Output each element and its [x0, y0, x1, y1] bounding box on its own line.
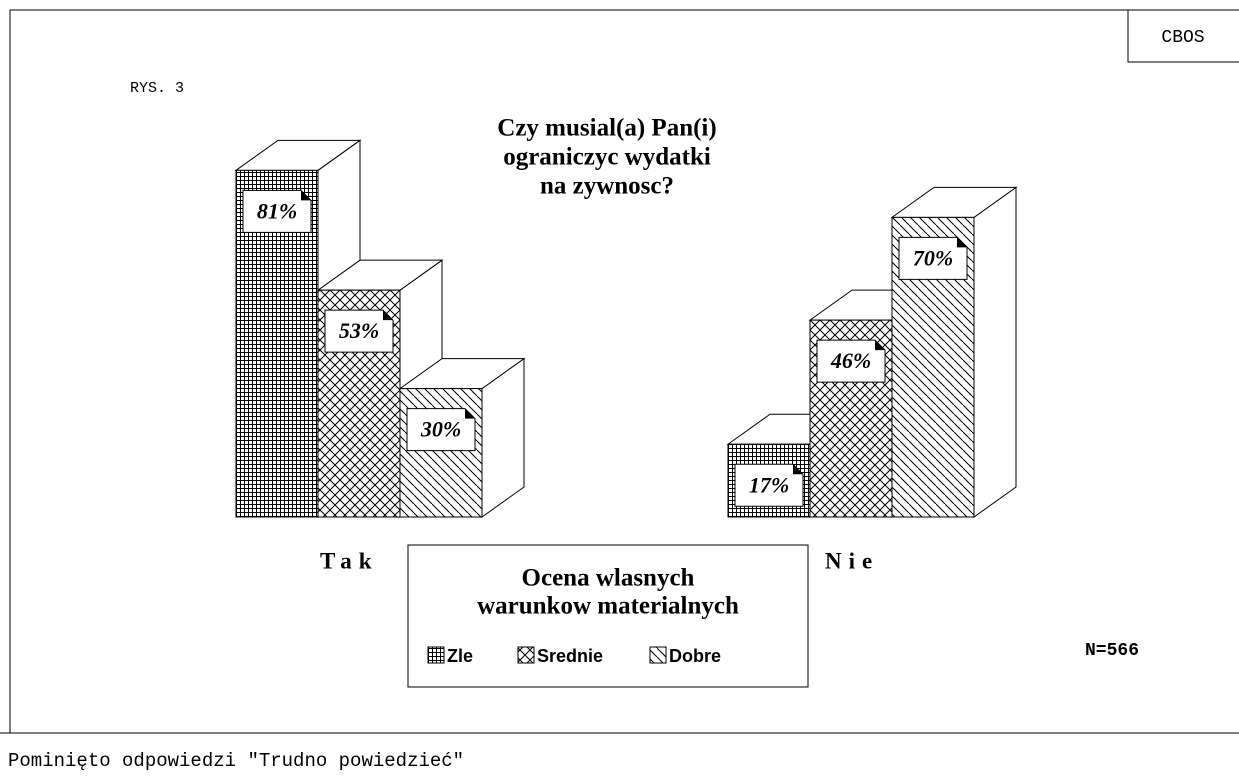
- chart-title: ograniczyc wydatki: [503, 144, 711, 171]
- value-label-corner: [465, 408, 475, 419]
- value-label: 46%: [830, 348, 871, 373]
- value-label-box: [734, 463, 804, 507]
- value-label-corner: [383, 310, 393, 321]
- chart-title: na zywnosc?: [540, 173, 674, 200]
- chart-title: Czy musial(a) Pan(i): [497, 115, 716, 142]
- value-label-box: [406, 408, 476, 452]
- legend-title: Ocena wlasnych: [522, 565, 695, 592]
- corner-box: [1127, 10, 1239, 63]
- category-label: Nie: [825, 548, 879, 573]
- value-label-box: [324, 309, 394, 353]
- value-label-box: [898, 236, 968, 280]
- legend-title: warunkow materialnych: [477, 593, 739, 620]
- bar-side: [973, 186, 1017, 518]
- corner-label: CBOS: [1161, 28, 1204, 48]
- value-label-corner: [793, 464, 803, 475]
- category-label: Tak: [320, 548, 379, 573]
- bar: [399, 388, 483, 518]
- legend-swatch: [427, 646, 445, 664]
- value-label-corner: [875, 340, 885, 351]
- value-label: 81%: [257, 198, 297, 223]
- value-label: 53%: [339, 318, 379, 343]
- frame: [0, 9, 1239, 734]
- sample-size: N=566: [1085, 641, 1139, 661]
- value-label-corner: [301, 190, 311, 201]
- legend-swatch: [649, 646, 667, 664]
- figure-label: RYS. 3: [130, 80, 184, 97]
- legend-label: Dobre: [669, 646, 721, 666]
- value-label: 70%: [913, 245, 953, 270]
- value-label-box: [242, 189, 312, 233]
- value-label: 17%: [749, 472, 789, 497]
- footnote: Pominięto odpowiedzi "Trudno powiedzieć": [8, 750, 464, 772]
- value-label: 30%: [420, 417, 461, 442]
- legend-label: Srednie: [537, 646, 603, 666]
- legend-label: Zle: [447, 646, 473, 666]
- value-label-corner: [957, 237, 967, 248]
- legend-swatch: [517, 646, 535, 664]
- value-label-box: [816, 339, 886, 383]
- legend-box: [407, 544, 809, 688]
